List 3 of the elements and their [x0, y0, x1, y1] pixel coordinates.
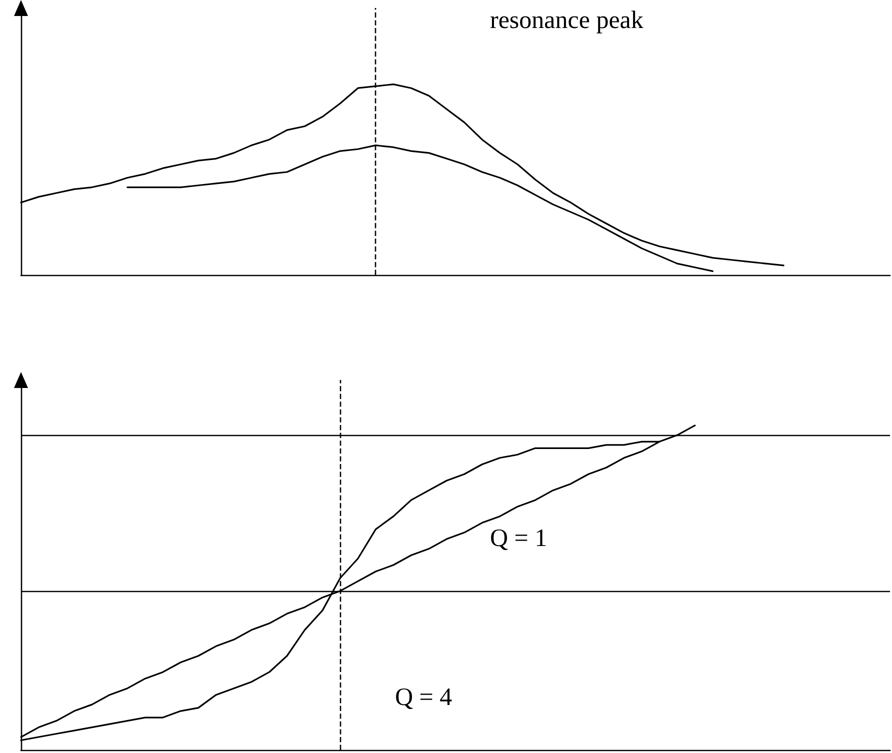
- annotation: Q = 4: [395, 684, 453, 711]
- annotation: Q = 1: [490, 525, 548, 552]
- text: resonance peak: [490, 7, 644, 34]
